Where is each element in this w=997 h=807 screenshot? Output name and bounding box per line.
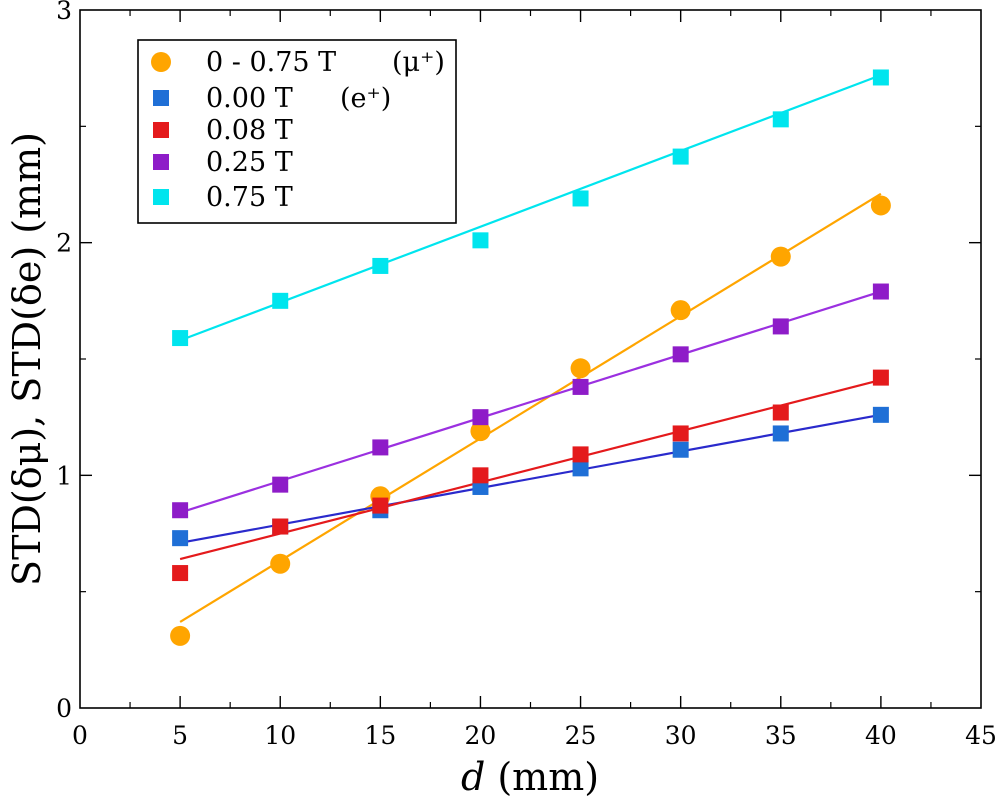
data-point-square	[872, 283, 889, 300]
x-tick-label: 40	[865, 721, 897, 750]
y-tick-label: 2	[56, 229, 72, 258]
legend-label: 0 - 0.75 T	[206, 47, 336, 78]
data-point-square	[172, 502, 189, 519]
data-point-square	[472, 467, 489, 484]
data-point-square	[772, 111, 789, 128]
y-axis-title: STD(δμ), STD(δe) (mm)	[5, 132, 49, 586]
data-point-square	[872, 69, 889, 86]
x-tick-label: 20	[465, 721, 497, 750]
x-tick-label: 5	[172, 721, 188, 750]
data-markers	[170, 69, 891, 646]
data-point-square	[172, 565, 189, 582]
data-point-square	[672, 425, 689, 442]
x-tick-label: 30	[665, 721, 697, 750]
legend-label: 0.25 T	[206, 147, 293, 178]
data-point-square	[572, 378, 589, 395]
legend-marker-square	[153, 189, 169, 205]
y-tick-label: 1	[56, 461, 72, 490]
axes-layer: 0 5 10 15 20 25 30 35 40 45 0 1 2 3	[56, 0, 997, 750]
data-point-square	[172, 530, 189, 547]
x-tick-label: 0	[72, 721, 88, 750]
fit-line-series-4	[179, 74, 882, 342]
data-point-circle	[570, 358, 591, 379]
x-tick-label: 15	[364, 721, 396, 750]
data-point-square	[172, 330, 189, 347]
data-point-square	[672, 346, 689, 363]
data-point-square	[872, 369, 889, 386]
data-point-square	[872, 406, 889, 423]
data-point-square	[772, 425, 789, 442]
data-point-circle	[870, 195, 891, 216]
data-point-square	[272, 476, 289, 493]
data-point-square	[572, 446, 589, 463]
y-tick-label: 3	[56, 0, 72, 25]
fit-lines	[179, 74, 882, 623]
legend-marker-square	[153, 90, 169, 106]
x-axis-title-unit: (mm)	[485, 755, 599, 799]
data-point-square	[272, 518, 289, 535]
data-point-square	[372, 257, 389, 274]
plot-frame	[79, 9, 982, 709]
legend-marker-circle	[151, 52, 171, 72]
fit-line-series-1	[179, 413, 882, 544]
legend-marker-square	[153, 122, 169, 138]
legend-box	[137, 39, 457, 224]
data-point-square	[672, 441, 689, 458]
data-point-square	[472, 409, 489, 426]
fit-line-series-2	[179, 378, 882, 561]
data-point-square	[472, 232, 489, 249]
legend: 0 - 0.75 T (μ⁺) 0.00 T (e⁺) 0.08 T0.25 T 0.75…	[137, 39, 457, 224]
data-point-square	[572, 460, 589, 477]
x-tick-label: 45	[965, 721, 997, 750]
data-point-circle	[170, 625, 191, 646]
data-point-square	[772, 318, 789, 335]
data-point-square	[372, 439, 389, 456]
legend-label: 0.08 T	[206, 115, 293, 146]
legend-label: 0.00 T	[206, 83, 293, 114]
fit-line-series-3	[179, 290, 882, 514]
x-tick-label: 10	[264, 721, 296, 750]
x-axis-title-variable: d	[461, 755, 485, 799]
x-tick-label: 25	[565, 721, 597, 750]
legend-label: 0.75 T	[206, 182, 293, 213]
data-point-square	[672, 148, 689, 165]
data-point-square	[272, 292, 289, 309]
x-axis-title: d (mm)	[461, 755, 599, 799]
legend-marker-square	[153, 154, 169, 170]
legend-items: 0 - 0.75 T (μ⁺) 0.00 T (e⁺) 0.08 T0.25 T 0.75…	[151, 47, 445, 213]
y-tick-label: 0	[56, 694, 72, 723]
data-point-square	[772, 404, 789, 421]
legend-particle: (e⁺)	[340, 83, 391, 114]
data-point-square	[372, 497, 389, 514]
fit-line-series-0	[179, 192, 882, 623]
data-point-square	[572, 190, 589, 207]
data-point-circle	[470, 421, 491, 442]
x-tick-label: 35	[765, 721, 797, 750]
data-point-circle	[670, 300, 691, 321]
data-point-circle	[270, 553, 291, 574]
data-point-circle	[770, 246, 791, 267]
legend-particle: (μ⁺)	[392, 47, 445, 78]
